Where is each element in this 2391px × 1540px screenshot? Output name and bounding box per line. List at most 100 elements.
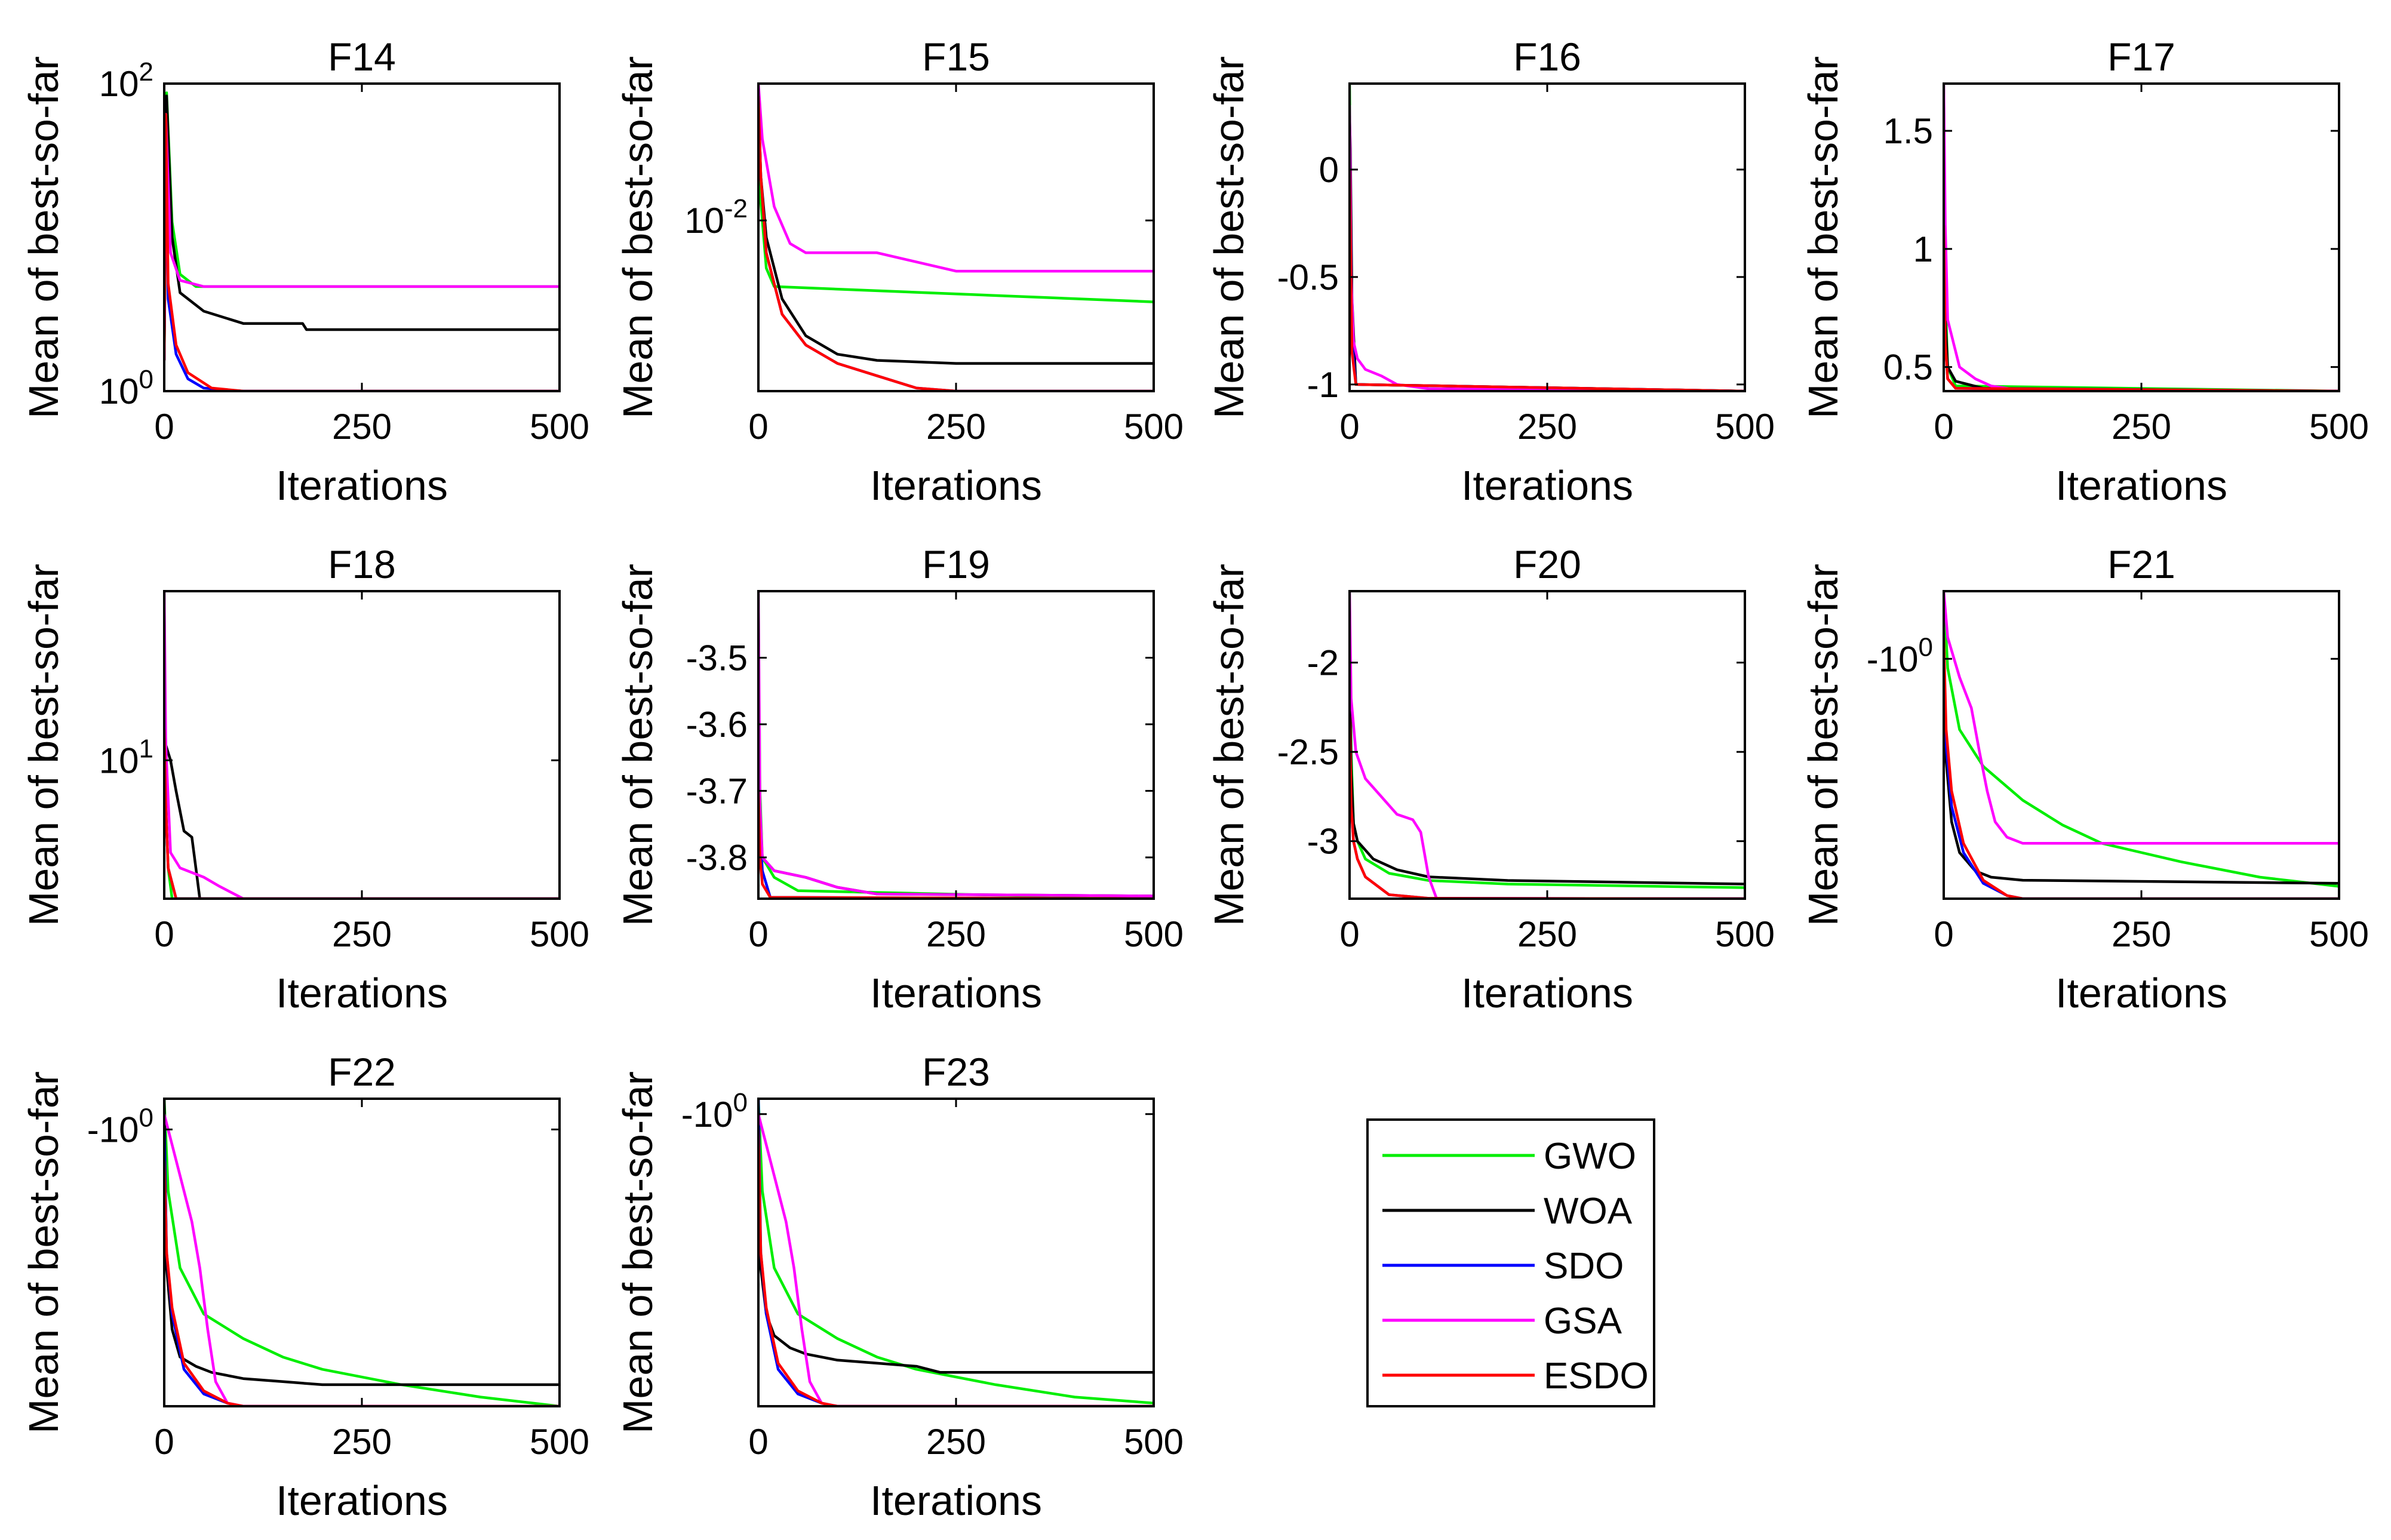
x-axis-label: Iterations [870,1477,1042,1524]
x-tick-label: 500 [530,1422,589,1462]
legend-items: GWO WOA SDO GSA ESDO [1382,1136,1649,1397]
panel-title: F19 [922,542,990,586]
x-tick-label: 500 [1715,914,1775,954]
panel-title: F23 [922,1050,990,1094]
panel-title: F21 [2107,542,2175,586]
x-tick-label: 0 [1934,407,1953,447]
series-line-gsa [1944,591,2339,845]
series-group [1944,591,2339,899]
x-tick-label: 250 [1517,407,1577,447]
x-tick-label: 250 [332,1422,392,1462]
legend-label-gsa: GSA [1544,1301,1622,1342]
series-line-gwo [164,1099,560,1406]
x-tick-label: 500 [2309,914,2369,954]
x-tick-label: 250 [926,914,986,954]
x-tick-label: 250 [2112,407,2171,447]
legend-label-sdo: SDO [1544,1246,1624,1287]
series-line-gsa [1350,591,1745,899]
x-axis-label: Iterations [870,970,1042,1016]
panel-f17: F17 0 250 500 1.5 1 0.5 Iterations Mean of best-… [1800,35,2369,509]
x-tick-label: 250 [2112,914,2171,954]
x-axis-label: Iterations [1461,462,1633,509]
series-line-woa [1944,652,2339,885]
panel-title: F14 [328,35,396,79]
y-tick-label: -3.7 [686,771,748,811]
x-tick-label: 500 [1124,1422,1184,1462]
series-line-woa [164,683,560,899]
panel-f20: F20 0 250 500 -2 -2.5 -3 Iterations Mean of best… [1206,542,1775,1016]
panel-title: F20 [1513,542,1581,586]
x-axis-label: Iterations [2055,462,2227,509]
y-tick-label: -1 [1307,365,1339,405]
y-axis-label: Mean of best-so-far [614,564,661,926]
panel-title: F22 [328,1050,396,1094]
series-line-woa [164,94,560,361]
x-tick-label: 250 [332,914,392,954]
panel-title: F16 [1513,35,1581,79]
x-tick-label: 250 [926,407,986,447]
series-line-esdo [758,96,1154,391]
legend-box [1366,1118,1655,1407]
y-tick-label: 0.5 [1883,348,1933,388]
legend-label-woa: WOA [1544,1191,1633,1232]
y-tick-label: -3.5 [686,638,748,678]
panel-f22: F22 0 250 500 -100 Iterations Mean of best-so-… [20,1050,589,1524]
panel-title: F17 [2107,35,2175,79]
y-tick-label: -2.5 [1277,732,1339,772]
x-tick-label: 500 [1124,407,1184,447]
legend: GWO WOA SDO GSA ESDO [1366,1118,1655,1407]
panel-f15: F15 0 250 500 10-2 Iterations Mean of best-so-… [614,35,1184,509]
x-axis-label: Iterations [2055,970,2227,1016]
panel-f21: F21 0 250 500 -100 Iterations Mean of best-so-… [1800,542,2369,1016]
panel-title: F15 [922,35,990,79]
x-tick-label: 0 [154,914,174,954]
legend-label-esdo: ESDO [1544,1355,1649,1397]
y-tick-label: -100 [87,1103,153,1150]
y-axis-label: Mean of best-so-far [1206,564,1252,926]
x-tick-label: 500 [530,407,589,447]
panel-title: F18 [328,542,396,586]
x-axis-label: Iterations [276,1477,448,1524]
y-tick-label: -3.8 [686,838,748,878]
panel-f16: F16 0 250 500 0 -0.5 -1 Iterations Mean of best-… [1206,35,1775,509]
panel-f18: F18 0 250 500 101 Iterations Mean of best-so-f… [20,542,589,1016]
x-tick-label: 500 [1715,407,1775,447]
y-axis-label: Mean of best-so-far [1206,56,1252,419]
x-tick-label: 500 [1124,914,1184,954]
x-tick-label: 250 [1517,914,1577,954]
series-line-gwo [758,1099,1154,1405]
x-tick-label: 0 [154,1422,174,1462]
y-axis-label: Mean of best-so-far [20,56,67,419]
x-tick-label: 0 [1339,407,1359,447]
series-line-gsa [758,591,1154,897]
x-axis-label: Iterations [1461,970,1633,1016]
y-tick-label: -100 [681,1088,748,1135]
x-tick-label: 0 [154,407,174,447]
x-tick-label: 0 [748,914,768,954]
y-tick-label: -3.6 [686,705,748,745]
y-tick-label: 102 [99,57,153,104]
x-tick-label: 250 [332,407,392,447]
y-tick-label: -2 [1307,643,1339,683]
panel-f14: F14 0 250 500 100 102 Iterations Mean of best-s… [20,35,589,509]
y-axis-label: Mean of best-so-far [20,564,67,926]
y-tick-label: 101 [99,734,153,780]
x-tick-label: 0 [748,1422,768,1462]
y-tick-label: -0.5 [1277,257,1339,297]
y-tick-label: -100 [1867,632,1933,679]
y-axis-label: Mean of best-so-far [1800,56,1846,419]
x-axis-label: Iterations [276,462,448,509]
y-axis-label: Mean of best-so-far [614,1071,661,1434]
x-tick-label: 500 [530,914,589,954]
panel-f23: F23 0 250 500 -100 Iterations Mean of best-so-… [614,1050,1184,1524]
y-tick-label: 100 [99,365,153,411]
x-tick-label: 0 [1339,914,1359,954]
x-tick-label: 0 [1934,914,1953,954]
x-tick-label: 500 [2309,407,2369,447]
y-tick-label: -3 [1307,822,1339,862]
legend-label-gwo: GWO [1544,1136,1636,1177]
series-line-gsa [164,591,560,899]
x-axis-label: Iterations [870,462,1042,509]
